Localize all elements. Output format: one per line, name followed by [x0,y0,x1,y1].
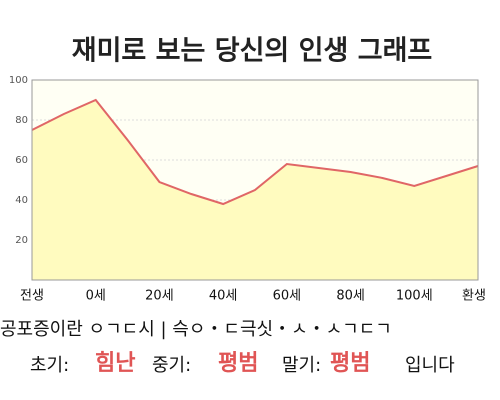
x-tick-label: 80세 [336,289,365,304]
footer-value: 평범 [330,351,370,376]
x-tick-label: 100세 [396,289,433,304]
x-tick-label: 환생 [462,289,486,304]
plot: 20 40 60 80 100 전생 0세 20세 40세 60세 80세 100세 환생 [9,75,486,304]
line [31,98,479,206]
y-tick-label: 60 [15,155,28,166]
y-tick-label: 80 [15,115,28,126]
footer-value: 평범 [218,351,258,376]
x-tick-label: 20세 [145,289,174,304]
footer-label: 입니다 [405,355,455,376]
chart-title: 재미로 보는 당신의 인생 그래프 [72,36,433,67]
x-tick-label: 60세 [273,289,302,304]
footer-line: 공포증이란 ㅇㄱㄷ시 | 슥ㅇ・ㄷ극싯・ㅅ・ㅅㄱㄷㄱ [0,319,392,340]
footer-value: 힘난 [95,351,135,376]
footer-label: 초기: [30,355,69,376]
footer-label: 말기: [282,355,321,376]
x-tick-label: 40세 [209,289,238,304]
x-tick-label: 0세 [86,289,106,304]
footer-label: 중기: [152,355,191,376]
plot-border [31,79,479,281]
y-tick-label: 20 [15,235,28,246]
y-tick-label: 40 [15,195,28,206]
x-tick-label: 전생 [20,289,44,304]
y-tick-label: 100 [9,75,28,86]
